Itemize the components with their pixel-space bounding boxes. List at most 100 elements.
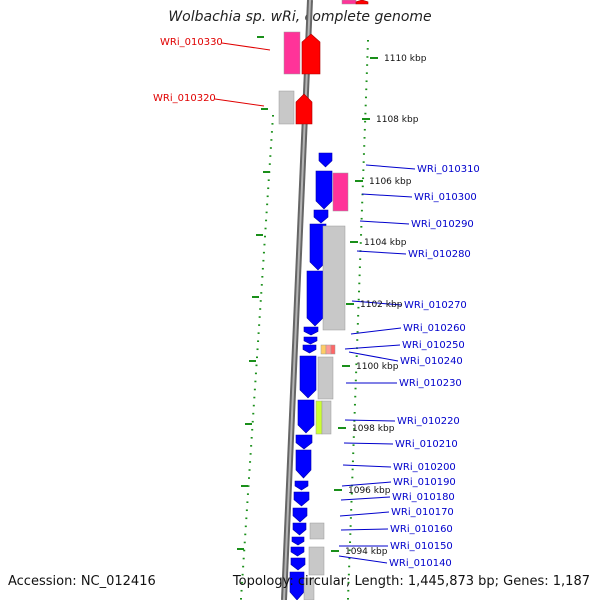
gene-label-wri_010170: WRi_010170 <box>391 507 454 518</box>
scale-label: 1098 kbp <box>352 424 395 434</box>
guide-dot <box>243 549 246 552</box>
feature-pseudo <box>308 546 325 576</box>
scale-tick <box>355 180 363 182</box>
guide-dot <box>357 306 360 309</box>
guide-dot <box>262 259 265 262</box>
guide-dot <box>258 316 261 318</box>
gene-leader-line <box>340 496 391 501</box>
feature-cds-reverse <box>309 223 327 271</box>
feature-cds-reverse <box>292 522 307 536</box>
guide-dot <box>262 251 265 254</box>
guide-dot <box>265 219 268 222</box>
guide-dot <box>265 211 268 214</box>
feature-pseudo <box>309 522 325 540</box>
guide-dot <box>355 363 358 366</box>
scale-tick <box>338 427 346 429</box>
guide-dot <box>353 428 356 430</box>
feature-pseudo <box>278 90 295 125</box>
guide-dot <box>269 147 272 149</box>
gene-label-wri_010280: WRi_010280 <box>408 249 471 260</box>
gene-label-wri_010250: WRi_010250 <box>402 340 465 351</box>
guide-dot <box>358 282 361 285</box>
gene-leader-line <box>359 220 410 225</box>
guide-dot <box>252 412 255 415</box>
feature-cds-reverse <box>292 507 308 523</box>
gene-label-wri_010240: WRi_010240 <box>400 356 463 367</box>
gene-leader-line <box>341 481 392 487</box>
guide-dot <box>261 267 264 270</box>
guide-dot <box>360 226 363 228</box>
scale-tick <box>350 241 358 243</box>
guide-dot <box>348 557 351 560</box>
gene-label-wri_010160: WRi_010160 <box>390 524 453 535</box>
feature-cds-reverse <box>315 170 333 210</box>
gene-leader-line <box>356 250 407 255</box>
gene-leader-line <box>351 300 403 306</box>
guide-dot <box>359 242 362 244</box>
guide-dot <box>362 161 365 163</box>
guide-dot <box>257 340 260 342</box>
guide-tick <box>257 36 264 38</box>
guide-dot <box>264 227 267 230</box>
guide-dot <box>254 380 257 383</box>
guide-dot <box>361 201 364 204</box>
map-title: Wolbachia sp. wRi, complete genome <box>168 9 432 25</box>
guide-dot <box>356 339 359 341</box>
genome-summary: Topology: circular; Length: 1,445,873 bp… <box>232 574 590 589</box>
guide-tick <box>263 171 270 173</box>
guide-dot <box>347 581 350 584</box>
guide-dot <box>356 323 359 325</box>
gene-leader-line <box>339 511 390 517</box>
feature-cds-reverse <box>318 152 333 168</box>
guide-dot <box>351 476 354 479</box>
feature-cds-reverse <box>295 434 313 450</box>
guide-dot <box>364 104 367 107</box>
feature-fragment <box>355 0 369 5</box>
gene-leader-line <box>348 351 399 362</box>
guide-dot <box>245 509 248 512</box>
guide-dot <box>243 541 246 544</box>
feature-cds-reverse <box>313 209 329 224</box>
scale-tick <box>331 550 339 552</box>
feature-cds-reverse <box>303 326 319 336</box>
feature-small <box>315 400 323 435</box>
guide-dot <box>251 420 254 423</box>
guide-dot <box>251 428 254 431</box>
gene-label-wri_010290: WRi_010290 <box>411 219 474 230</box>
guide-dot <box>358 290 361 293</box>
gene-label-wri_010210: WRi_010210 <box>395 439 458 450</box>
guide-dot <box>354 379 357 382</box>
feature-pseudo <box>321 400 332 435</box>
gene-leader-line <box>214 98 265 107</box>
guide-dot <box>350 509 353 511</box>
guide-dot <box>362 153 365 155</box>
scale-tick <box>346 303 354 305</box>
guide-dot <box>351 468 354 471</box>
guide-dot <box>348 565 351 568</box>
guide-dot <box>255 364 258 367</box>
gene-label-wri_010200: WRi_010200 <box>393 462 456 473</box>
accession-label: Accession: NC_012416 <box>8 574 156 589</box>
guide-dot <box>349 541 352 543</box>
guide-dot <box>358 266 361 269</box>
feature-small <box>320 344 327 355</box>
guide-dot <box>355 355 358 357</box>
guide-dot <box>248 477 250 479</box>
gene-label-wri_010300: WRi_010300 <box>414 192 477 203</box>
guide-dot <box>364 120 367 123</box>
guide-dot <box>365 88 368 91</box>
scale-tick <box>342 365 350 367</box>
feature-cds-reverse <box>294 480 309 491</box>
scale-label: 1106 kbp <box>369 177 412 187</box>
guide-dot <box>361 185 364 188</box>
guide-dot <box>259 308 262 310</box>
gene-label-wri_010190: WRi_010190 <box>393 477 456 488</box>
guide-tick <box>245 423 252 425</box>
guide-dot <box>353 403 356 406</box>
guide-dot <box>364 96 367 99</box>
feature-pseudo <box>317 356 334 400</box>
scale-label: 1104 kbp <box>364 238 407 248</box>
gene-leader-line <box>338 555 388 564</box>
guide-dot <box>354 395 357 398</box>
